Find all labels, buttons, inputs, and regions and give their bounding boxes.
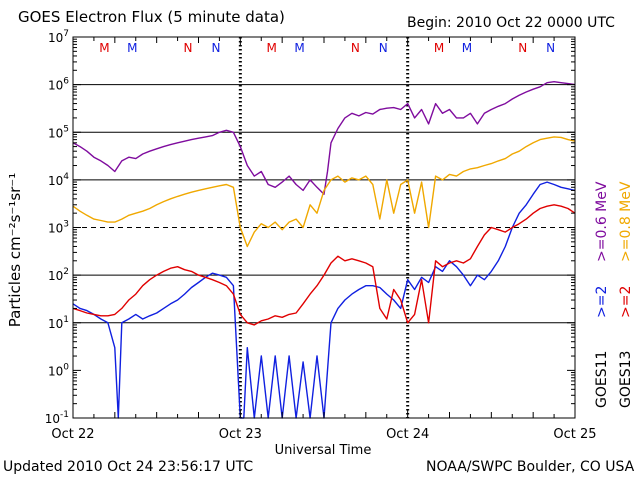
chart-title: GOES Electron Flux (5 minute data) [18,8,285,26]
y-tick-label: 107 [48,29,69,45]
y-tick-label: 10-1 [45,410,69,426]
local-time-marker: M [127,41,137,55]
y-tick-label: 100 [48,362,69,378]
local-time-marker: M [267,41,277,55]
updated-timestamp: Updated 2010 Oct 24 23:56:17 UTC [3,459,254,475]
legend-goes11-2mev: >=2 [594,286,610,318]
local-time-marker: N [379,41,388,55]
x-axis-label: Universal Time [275,443,372,458]
begin-time: Begin: 2010 Oct 22 0000 UTC [407,15,615,31]
local-time-marker: N [351,41,360,55]
legend-goes13-label: GOES13 [618,351,634,408]
local-time-marker: M [434,41,444,55]
y-tick-label: 102 [48,267,69,283]
legend-goes11-label: GOES11 [594,351,610,408]
x-tick-label: Oct 23 [219,427,262,442]
series-line-goes11-blue [72,181,576,419]
x-tick-label: Oct 24 [386,427,429,442]
y-tick-label: 106 [48,77,69,93]
y-tick-label: 105 [48,124,69,140]
local-time-marker: M [294,41,304,55]
y-axis-label: Particles cm⁻²s⁻¹sr⁻¹ [6,173,24,327]
legend-goes11-0p6mev: >=0.6 MeV [594,181,610,262]
local-time-marker: N [211,41,220,55]
local-time-marker: N [184,41,193,55]
local-time-marker: N [518,41,527,55]
series-line-goes13-red [72,204,576,326]
x-tick-label: Oct 25 [553,427,596,442]
legend-goes13-2mev: >=2 [618,286,634,318]
y-tick-label: 101 [48,315,69,331]
series-line-goes11-purple [72,80,576,195]
x-tick-label: Oct 22 [51,427,94,442]
series-line-goes13-orange [72,136,576,248]
y-tick-label: 103 [48,220,69,236]
local-time-marker: N [546,41,555,55]
local-time-marker: M [462,41,472,55]
local-time-marker: M [99,41,109,55]
y-tick-label: 104 [48,172,69,188]
legend-goes13-0p8mev: >=0.8 MeV [618,181,634,262]
noaa-credit: NOAA/SWPC Boulder, CO USA [426,459,635,475]
